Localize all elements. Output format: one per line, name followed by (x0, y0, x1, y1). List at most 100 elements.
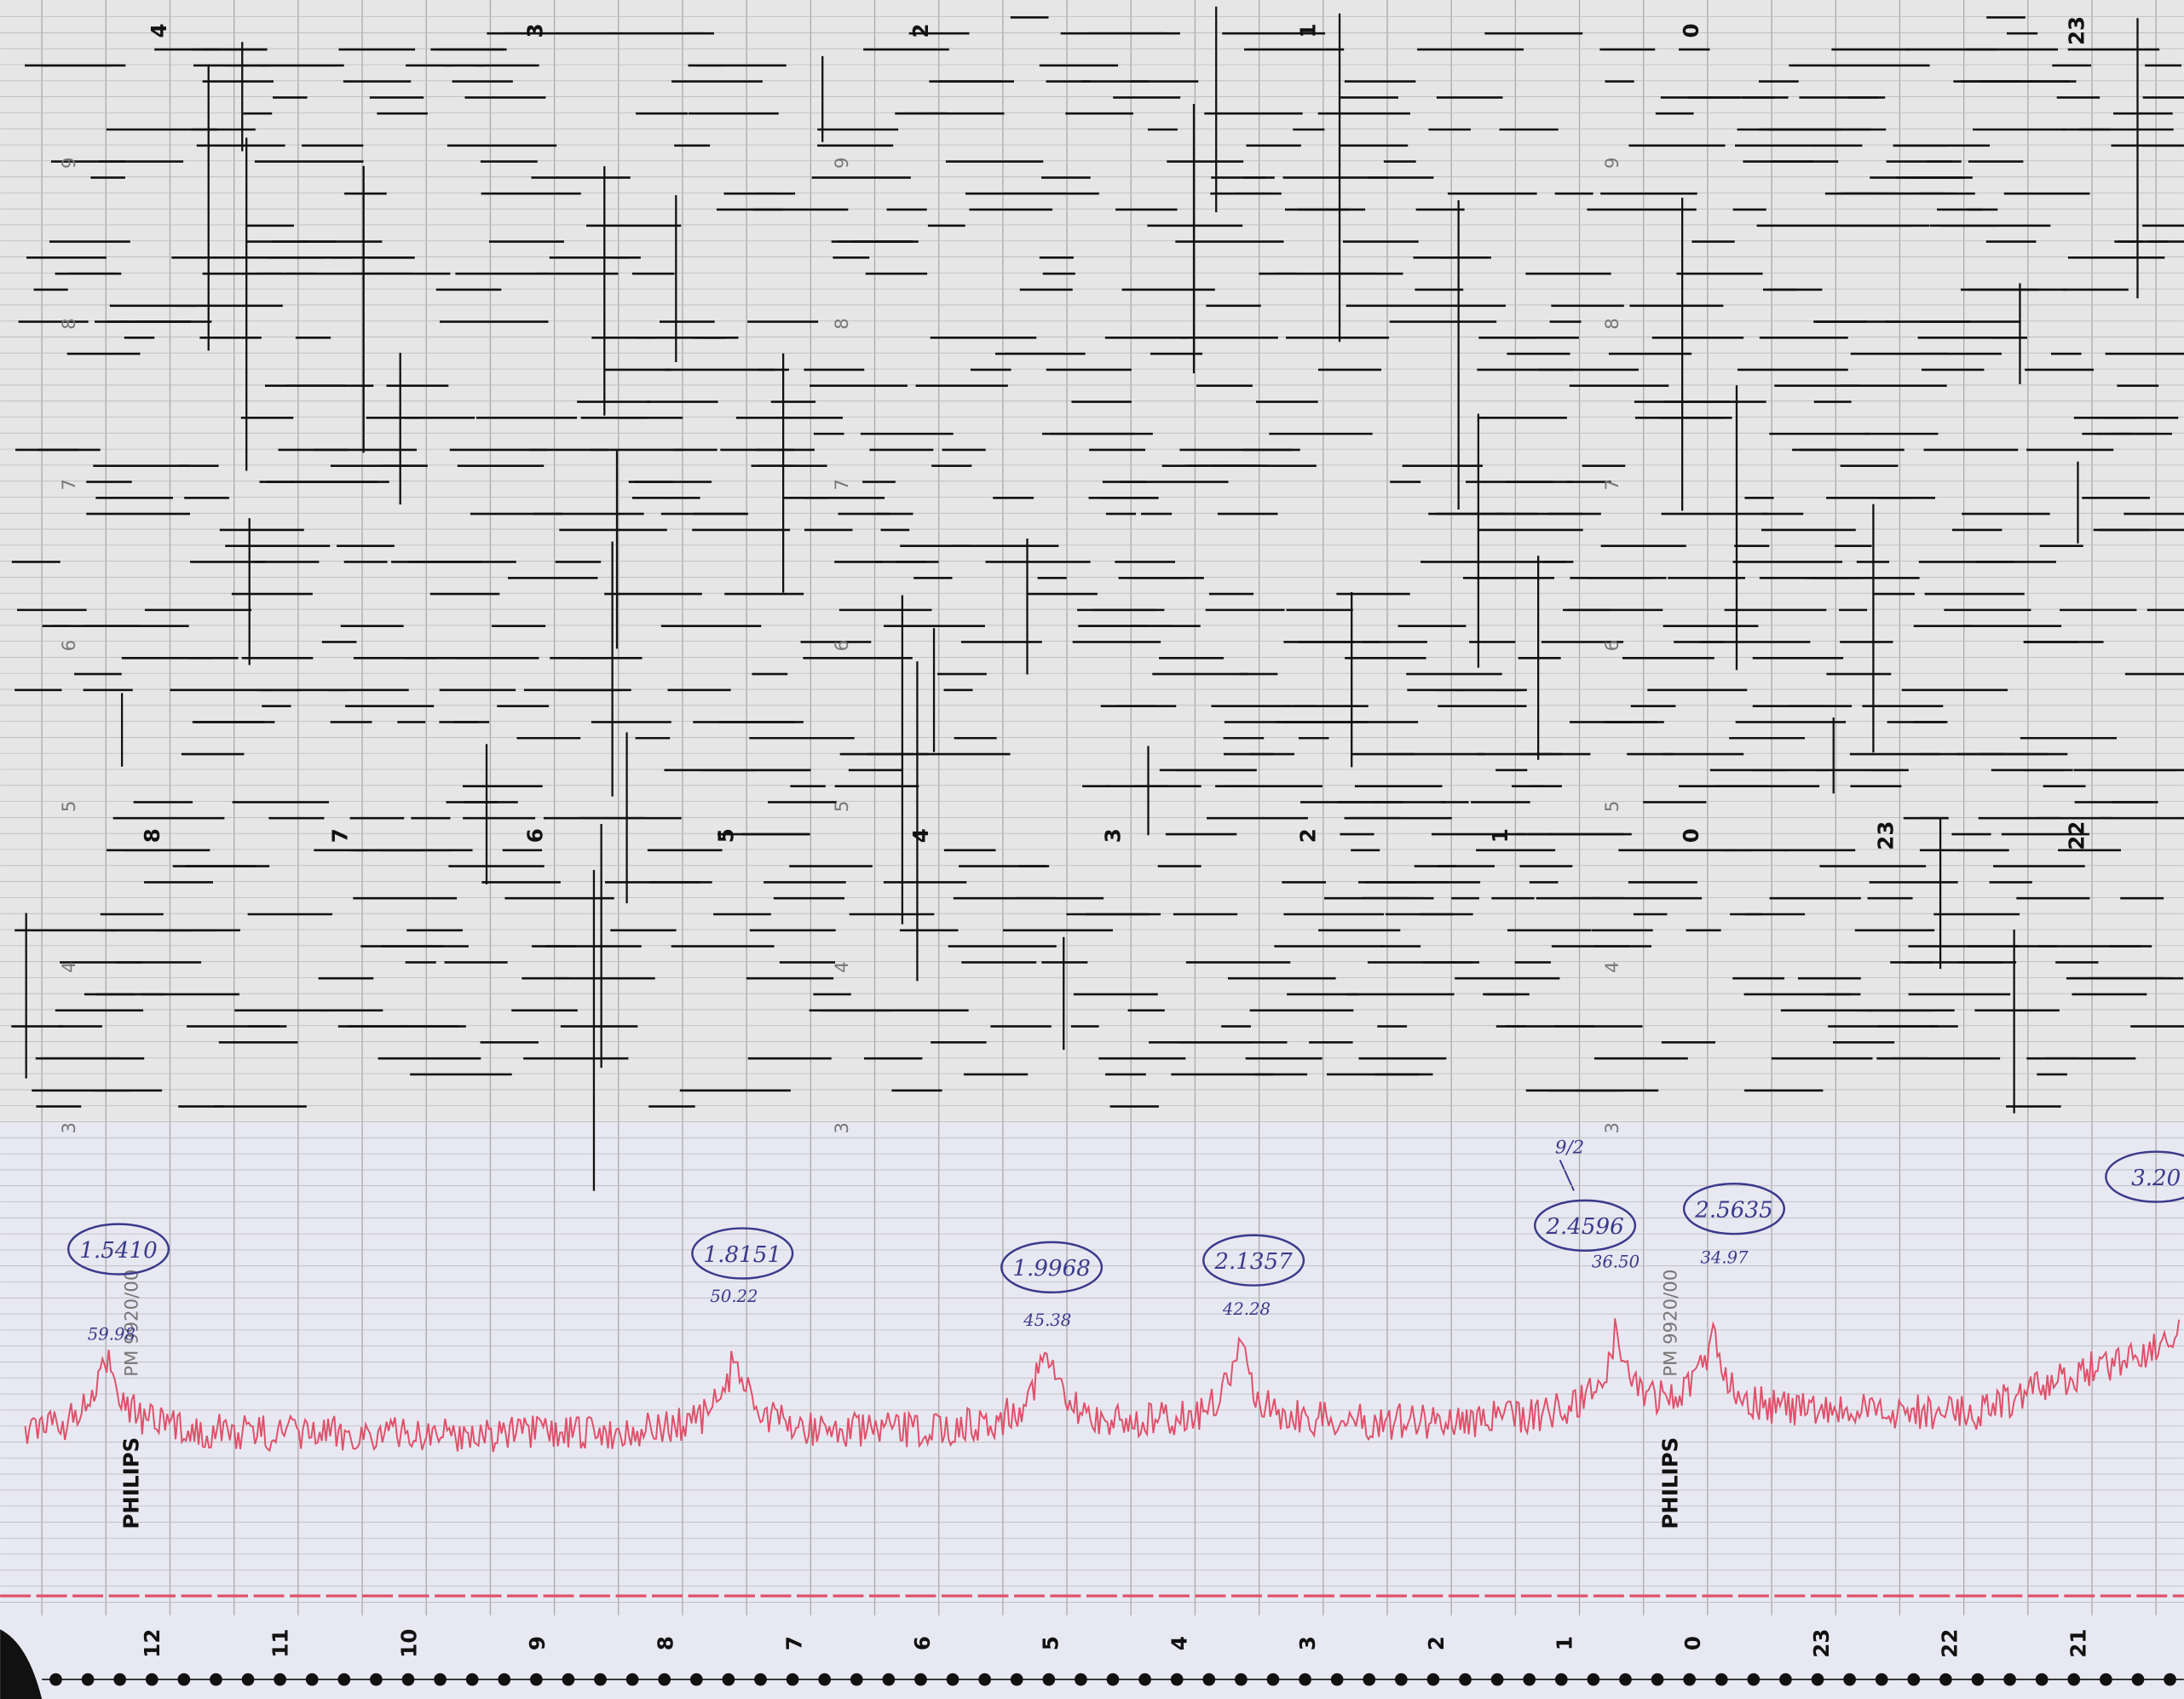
sprocket (434, 1673, 447, 1686)
scale-label: 6 (1602, 640, 1623, 652)
sprocket (978, 1673, 992, 1686)
hour-label: 0 (1679, 828, 1703, 843)
annotation-circle (1534, 1199, 1637, 1252)
sprocket (754, 1673, 767, 1686)
sprocket (1138, 1673, 1151, 1686)
scale-label: 4 (59, 961, 80, 973)
sprocket (722, 1673, 735, 1686)
sprocket (145, 1673, 158, 1686)
scale-label: 5 (59, 801, 80, 813)
paper-model: PM 9920/00 (121, 1270, 142, 1377)
sprocket (2003, 1673, 2016, 1686)
sprocket (2035, 1673, 2049, 1686)
scale-label: 7 (1602, 479, 1623, 491)
sprocket (1202, 1673, 1216, 1686)
paper-brand: PHILIPS (118, 1437, 143, 1529)
sprocket (1554, 1673, 1568, 1686)
scale-label: 5 (1602, 801, 1623, 813)
annotation-value: 50.22 (710, 1287, 758, 1306)
hour-label: 9 (525, 1636, 550, 1650)
hour-label: 1 (1295, 23, 1320, 37)
sprocket (1971, 1673, 1985, 1686)
hour-label: 22 (2065, 821, 2089, 850)
hour-label: 4 (147, 23, 171, 37)
annotation-circle (1202, 1234, 1305, 1287)
sprocket (1299, 1673, 1311, 1686)
sprocket (1363, 1673, 1376, 1686)
hour-label: 1 (1488, 828, 1513, 843)
sprocket (1619, 1673, 1632, 1686)
hour-label: 12 (140, 1629, 164, 1658)
sprocket (498, 1673, 511, 1686)
sprocket (1587, 1673, 1600, 1686)
annotation-value: 45.38 (1023, 1310, 1071, 1330)
sprocket (1651, 1673, 1664, 1686)
hour-label: 4 (908, 828, 933, 843)
hour-label: 0 (1679, 23, 1703, 37)
scale-label: 4 (832, 961, 853, 973)
sprocket (401, 1673, 415, 1686)
hour-label: 1 (1553, 1636, 1577, 1650)
hour-label: 7 (781, 1636, 806, 1650)
sprocket (1042, 1673, 1056, 1686)
hour-label: 2 (908, 23, 933, 37)
sprocket (1683, 1673, 1697, 1686)
paper-brand: PHILIPS (1657, 1437, 1682, 1529)
scale-label: 5 (832, 801, 853, 813)
hour-label: 3 (1101, 828, 1126, 843)
sprocket (1523, 1673, 1536, 1686)
scale-label: 3 (59, 1122, 80, 1134)
hour-label: 21 (2066, 1629, 2090, 1658)
scale-label: 7 (59, 479, 80, 491)
sprocket (946, 1673, 959, 1686)
sprocket (625, 1673, 639, 1686)
sprocket (370, 1673, 383, 1686)
sprocket (1875, 1673, 1888, 1686)
annotation-label: 1.9968 (1012, 1256, 1090, 1281)
sprocket (562, 1673, 575, 1686)
hour-label: 3 (522, 23, 547, 37)
sprocket (2067, 1673, 2081, 1686)
hour-label: 8 (654, 1636, 678, 1650)
scale-label: 7 (832, 479, 853, 491)
sprocket (49, 1673, 62, 1686)
note: 9/2 (1555, 1137, 1584, 1158)
sprocket (1779, 1673, 1792, 1686)
sprocket (1235, 1673, 1248, 1686)
sprocket (241, 1673, 255, 1686)
hour-label: 8 (140, 828, 164, 843)
hour-label: 7 (328, 828, 353, 843)
scale-label: 8 (1602, 318, 1623, 330)
sprocket (1843, 1673, 1856, 1686)
sprocket (1010, 1673, 1023, 1686)
annotation-circle (691, 1227, 794, 1280)
sprocket (305, 1673, 319, 1686)
sprocket (818, 1673, 832, 1686)
scale-label: 6 (832, 640, 853, 652)
scale-label: 3 (832, 1122, 853, 1134)
annotation-circle (66, 1223, 170, 1276)
sprocket (1747, 1673, 1760, 1686)
upper-paper (0, 0, 2184, 1121)
hour-label: 2 (1424, 1636, 1449, 1650)
sprocket (81, 1673, 95, 1686)
sprocket (1426, 1673, 1440, 1686)
sprocket (914, 1673, 927, 1686)
annotation-value: 42.28 (1222, 1299, 1271, 1319)
sprocket (1811, 1673, 1824, 1686)
sprocket (786, 1673, 799, 1686)
hour-label: 22 (1938, 1629, 1962, 1658)
annotation-value: 36.50 (1592, 1252, 1639, 1271)
scale-label: 8 (59, 318, 80, 330)
hour-label: 0 (1680, 1636, 1705, 1650)
annotation-circle (1000, 1241, 1104, 1293)
annotation-circle (1682, 1183, 1786, 1235)
sprocket (1394, 1673, 1408, 1686)
sprocket (1939, 1673, 1952, 1686)
torn-corner (0, 1629, 43, 1699)
scale-label: 6 (59, 640, 80, 652)
sprocket (1714, 1673, 1728, 1686)
sprocket (689, 1673, 703, 1686)
annotation-label: 2.1357 (1213, 1249, 1293, 1275)
